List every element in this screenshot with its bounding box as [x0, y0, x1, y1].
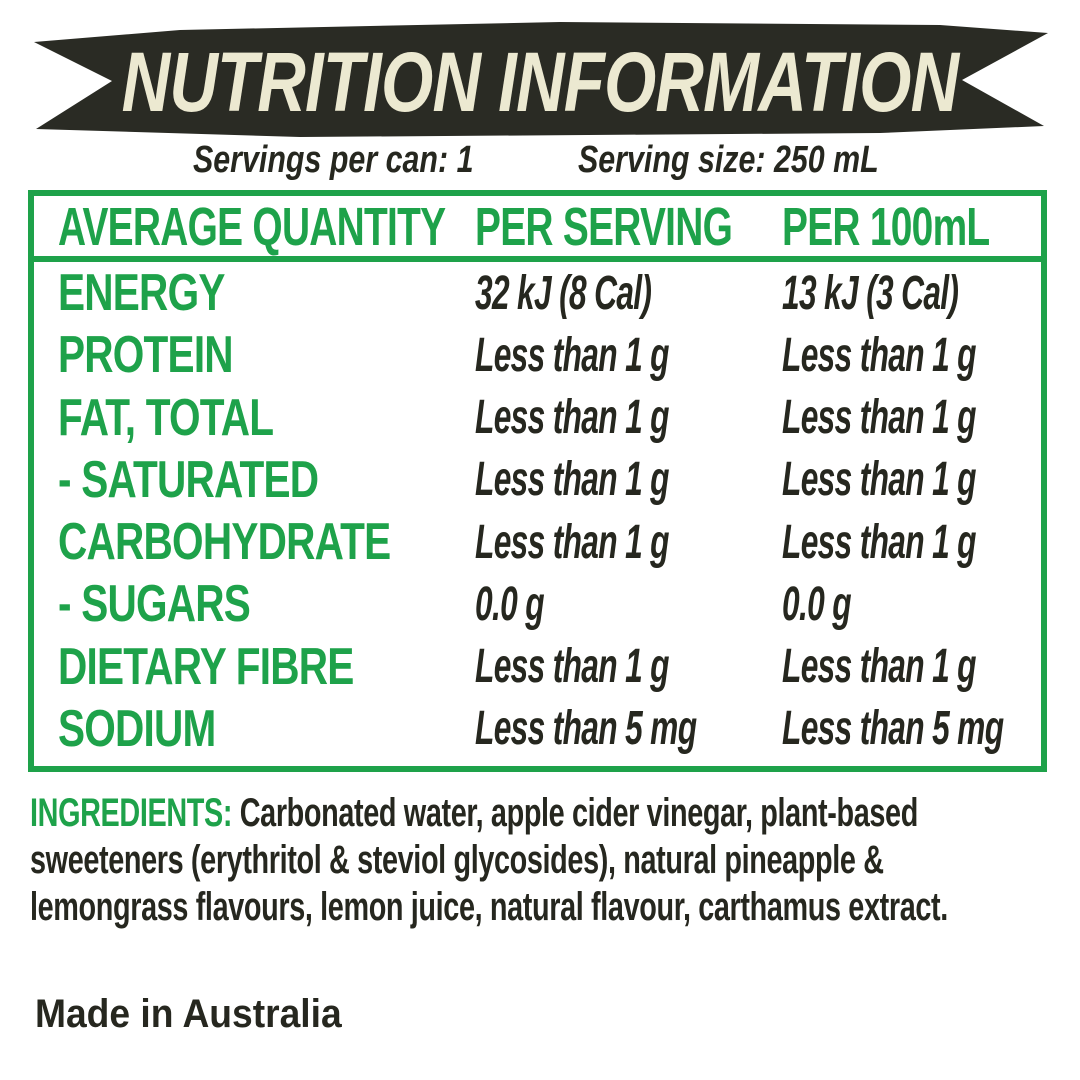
ingredients-text: Carbonated water, apple cider vinegar, p…	[232, 791, 919, 835]
nutrient-name: DIETARY FIBRE	[58, 637, 354, 696]
banner: NUTRITION INFORMATION	[0, 0, 1080, 150]
nutrition-table: AVERAGE QUANTITY PER SERVING PER 100mL E…	[28, 190, 1047, 772]
ingredients-text: lemongrass flavours, lemon juice, natura…	[30, 885, 948, 929]
per-100ml-value: Less than 1 g	[782, 453, 977, 507]
table-row-saturated: - SATURATED Less than 1 g Less than 1 g	[34, 449, 1041, 511]
serving-info: Servings per can: 1 Serving size: 250 mL	[0, 138, 1080, 182]
header-per-serving: PER SERVING	[475, 197, 733, 257]
ingredients-label: INGREDIENTS:	[30, 791, 233, 835]
ingredients-line: sweeteners (erythritol & steviol glycosi…	[30, 837, 1075, 884]
per-100ml-value: Less than 1 g	[782, 515, 977, 569]
per-serving-value: 0.0 g	[475, 577, 545, 631]
ingredients-line: INGREDIENTS: Carbonated water, apple cid…	[30, 790, 1075, 837]
nutrient-name: ENERGY	[58, 264, 225, 323]
table-row-sugars: - SUGARS 0.0 g 0.0 g	[34, 573, 1041, 635]
per-serving-value: Less than 5 mg	[475, 702, 697, 756]
nutrient-name: - SUGARS	[58, 575, 251, 634]
nutrient-name: CARBOHYDRATE	[58, 513, 391, 572]
serving-size: Serving size: 250 mL	[578, 139, 879, 181]
page-title: NUTRITION INFORMATION	[121, 35, 960, 129]
per-100ml-value: Less than 1 g	[782, 640, 977, 694]
ingredients-text: sweeteners (erythritol & steviol glycosi…	[30, 838, 884, 882]
per-serving-value: Less than 1 g	[475, 515, 670, 569]
per-100ml-value: Less than 1 g	[782, 328, 977, 382]
table-row-fat-total: FAT, TOTAL Less than 1 g Less than 1 g	[34, 387, 1041, 449]
table-row-energy: ENERGY 32 kJ (8 Cal) 13 kJ (3 Cal)	[34, 262, 1041, 324]
header-average-quantity: AVERAGE QUANTITY	[58, 197, 446, 257]
per-100ml-value: 13 kJ (3 Cal)	[782, 266, 959, 320]
per-serving-value: 32 kJ (8 Cal)	[475, 266, 652, 320]
per-100ml-value: Less than 1 g	[782, 391, 977, 445]
nutrient-name: SODIUM	[58, 699, 216, 758]
per-100ml-value: Less than 5 mg	[782, 702, 1004, 756]
table-row-sodium: SODIUM Less than 5 mg Less than 5 mg	[34, 698, 1041, 760]
origin-text: Made in Australia	[35, 992, 342, 1036]
nutrient-name: - SATURATED	[58, 450, 319, 509]
ribbon-shape	[34, 22, 1048, 137]
nutrient-name: FAT, TOTAL	[58, 388, 274, 447]
per-serving-value: Less than 1 g	[475, 391, 670, 445]
per-serving-value: Less than 1 g	[475, 328, 670, 382]
per-serving-value: Less than 1 g	[475, 453, 670, 507]
ingredients-section: INGREDIENTS: Carbonated water, apple cid…	[30, 790, 1075, 931]
per-serving-value: Less than 1 g	[475, 640, 670, 694]
nutrient-name: PROTEIN	[58, 326, 234, 385]
header-per-100ml: PER 100mL	[782, 197, 990, 257]
table-row-protein: PROTEIN Less than 1 g Less than 1 g	[34, 324, 1041, 386]
table-body: ENERGY 32 kJ (8 Cal) 13 kJ (3 Cal) PROTE…	[34, 262, 1041, 760]
per-100ml-value: 0.0 g	[782, 577, 852, 631]
table-row-dietary-fibre: DIETARY FIBRE Less than 1 g Less than 1 …	[34, 636, 1041, 698]
ingredients-line: lemongrass flavours, lemon juice, natura…	[30, 884, 1075, 931]
table-row-carbohydrate: CARBOHYDRATE Less than 1 g Less than 1 g	[34, 511, 1041, 573]
table-header-row: AVERAGE QUANTITY PER SERVING PER 100mL	[34, 196, 1041, 262]
servings-per-can: Servings per can: 1	[193, 139, 474, 181]
